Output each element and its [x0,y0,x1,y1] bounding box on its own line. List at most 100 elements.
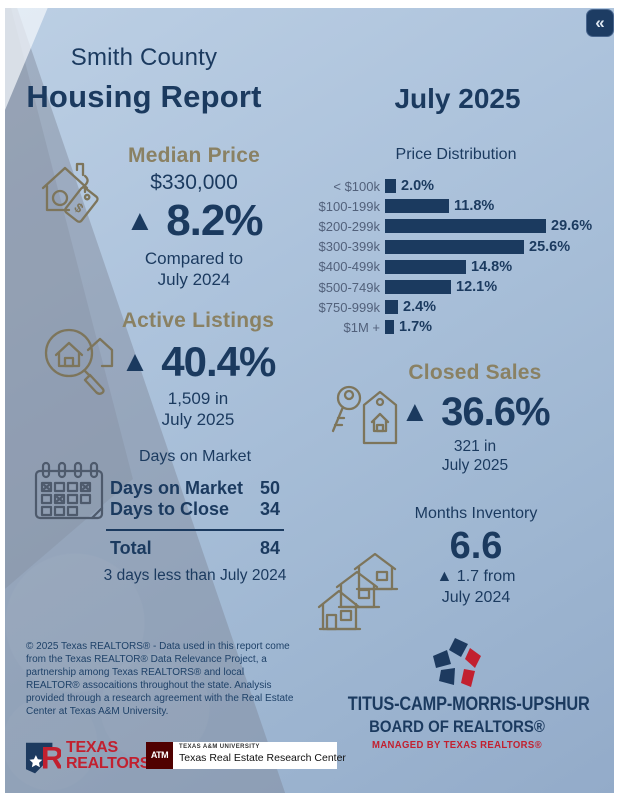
chart-category-label: $200-299k [318,218,380,234]
change-line-1: ▲ 1.7 from [436,568,516,585]
chart-category-label: $500-749k [318,279,380,295]
up-arrow-icon: ▲ [120,345,150,378]
chart-row: $500-749k 12.1% [306,277,612,297]
board-name-line1: TITUS-CAMP-MORRIS-UPSHUR [347,694,590,715]
board-of-realtors-logo: TITUS-CAMP-MORRIS-UPSHUR BOARD OF REALTO… [330,638,590,751]
texas-realtors-line1: TEXAS [66,739,118,756]
months-inventory-value: 6.6 [449,525,503,567]
active-listings-title: Active Listings [121,309,275,332]
closed-sales-section: Closed Sales ▲ 36.6% 321 in July 2025 [382,361,568,476]
median-price-value: $330,000 [150,171,238,194]
median-price-section: Median Price $330,000 ▲ 8.2% Compared to… [95,144,293,291]
houses-icon [315,549,403,643]
board-managed-by: MANAGED BY TEXAS REALTORS® [372,740,542,751]
tamu-center-label: Texas Real Estate Research Center [179,752,346,764]
days-on-market-total-row: Total 84 [110,538,280,559]
months-inventory-title: Months Inventory [414,505,538,522]
closed-sales-title: Closed Sales [408,361,542,384]
chart-category-label: $750-999k [318,299,380,315]
magnifier-house-icon [40,322,116,402]
chart-row: < $100k 2.0% [306,176,612,196]
total-label: Total [110,538,152,558]
detail-line-2: July 2025 [441,457,509,475]
chart-row: $100-199k 11.8% [306,196,612,216]
chart-value-label: 2.4% [403,299,437,316]
price-distribution-title: Price Distribution [395,146,517,163]
days-on-market-title: Days on Market [138,448,252,465]
svg-text:$: $ [71,200,87,217]
dom-row-value: 34 [259,499,280,519]
report-month: July 2025 [394,83,521,114]
chart-row: $1M + 1.7% [306,317,612,337]
tamu-text-box: TEXAS A&M UNIVERSITY Texas Real Estate R… [173,742,346,769]
chart-category-label: $400-499k [318,259,380,275]
chart-value-label: 11.8% [454,198,495,215]
up-arrow-icon: ▲ [125,204,155,237]
chart-value-label: 12.1% [456,279,498,296]
texas-realtors-line2: REALTORS® [66,755,162,772]
dom-row-label: Days to Close [110,499,230,519]
chart-category-label: $300-399k [318,239,380,255]
county-name: Smith County [70,44,218,71]
chart-value-label: 14.8% [471,258,513,275]
chart-value-label: 2.0% [401,178,435,195]
background [5,8,614,793]
chart-bar [385,320,394,335]
star-logo-icon [433,638,481,687]
dom-row-value: 50 [259,478,280,498]
days-on-market-note: 3 days less than July 2024 [103,567,287,584]
price-distribution-chart: < $100k 2.0% $100-199k 11.8% $200-299k 29.6% $… [306,176,612,338]
days-on-market-row: Days to Close 34 [110,499,280,520]
chart-value-label: 1.7% [399,319,433,336]
chart-value-label: 29.6% [551,218,593,235]
days-on-market-table: Days on Market 50 Days to Close 34 [110,478,280,520]
chart-bar [385,219,546,234]
days-on-market-row: Days on Market 50 [110,478,280,499]
chart-row: $200-299k 29.6% [306,216,612,236]
texas-realtors-mark-icon: R [25,740,61,775]
detail-line-1: 1,509 in [167,389,229,408]
chart-category-label: $100-199k [318,198,380,214]
closed-sales-detail: 321 in July 2025 [382,437,568,476]
collapse-panel-button[interactable]: « [586,9,614,37]
house-price-tag-icon: $ [36,157,102,227]
chart-category-label: $1M + [343,319,381,335]
compare-line-2: July 2024 [157,270,231,290]
tamu-university-label: TEXAS A&M UNIVERSITY [179,744,260,750]
chart-bar [385,239,524,254]
chart-row: $400-499k 14.8% [306,257,612,277]
dom-row-label: Days on Market [110,478,244,498]
active-listings-section: Active Listings ▲ 40.4% 1,509 in July 20… [98,309,298,431]
chart-bar [385,199,449,214]
months-inventory-change: ▲ 1.7 from July 2024 [398,567,554,609]
chart-bar [385,179,396,194]
active-listings-change: 40.4% [161,338,276,385]
change-line-2: July 2024 [441,588,511,606]
median-price-title: Median Price [128,144,260,167]
median-price-change: 8.2% [166,196,263,245]
chart-row: $750-999k 2.4% [306,297,612,317]
calendar-icon [31,458,109,526]
median-price-compare: Compared to July 2024 [95,248,293,291]
chart-bar [385,259,466,274]
days-on-market-divider [106,529,284,531]
up-arrow-icon: ▲ [400,395,430,428]
report-title: Housing Report [26,79,262,114]
detail-line-1: 321 in [453,438,497,455]
chart-value-label: 25.6% [529,238,571,255]
report-header: Smith County Housing Report [18,44,270,115]
disclaimer-text: © 2025 Texas REALTORS® - Data used in th… [26,641,294,717]
key-house-tag-icon [330,381,400,449]
chart-row: $300-399k 25.6% [306,237,612,257]
tamu-atm-mark-icon: ATM [146,742,173,769]
total-value: 84 [259,538,280,558]
chart-category-label: < $100k [333,178,380,194]
chart-bar [385,280,451,295]
tamu-research-center-logo: ATM TEXAS A&M UNIVERSITY Texas Real Esta… [146,742,346,769]
active-listings-detail: 1,509 in July 2025 [98,388,298,431]
board-name-line2: BOARD OF REALTORS® [369,717,545,736]
compare-line-1: Compared to [144,249,244,268]
svg-text:R: R [41,740,61,775]
closed-sales-change: 36.6% [441,390,550,434]
